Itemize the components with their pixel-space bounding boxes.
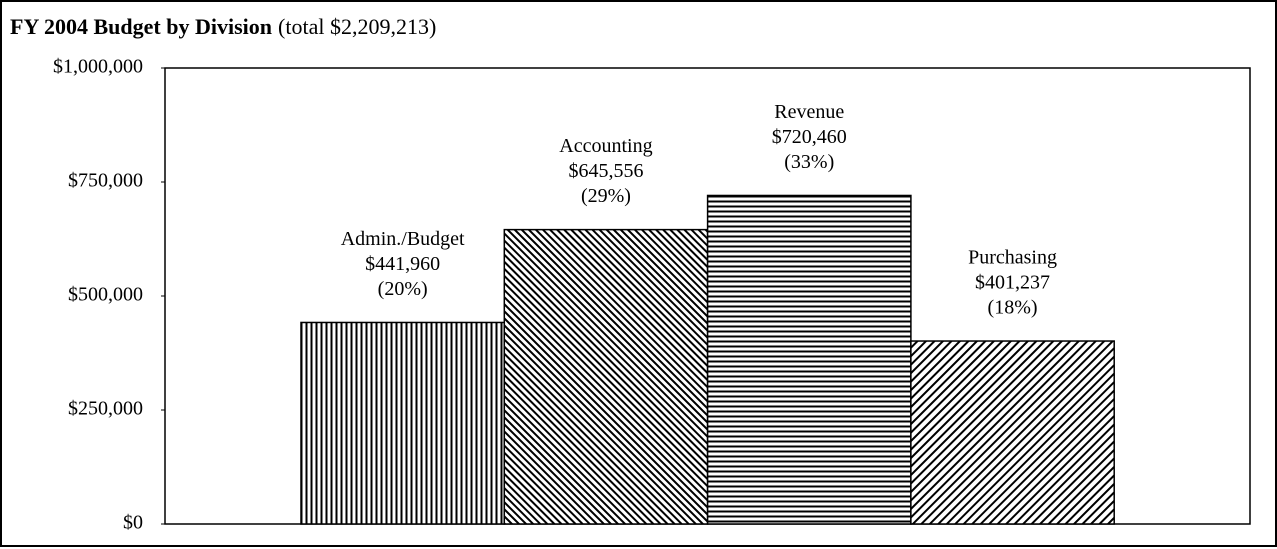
y-tick-label: $1,000,000 (53, 56, 143, 78)
y-tick-label: $750,000 (68, 170, 143, 192)
category-label: Admin./Budget (341, 228, 465, 250)
bar (503, 228, 709, 525)
category-label: Accounting (559, 135, 652, 157)
bar (300, 321, 506, 525)
percent-label: (18%) (988, 297, 1038, 319)
percent-label: (29%) (581, 185, 631, 207)
y-tick-label: $0 (123, 512, 143, 534)
bar (910, 340, 1115, 525)
value-label: $401,237 (975, 272, 1050, 294)
value-label: $645,556 (568, 160, 643, 182)
bar (706, 194, 912, 525)
category-label: Purchasing (968, 247, 1057, 269)
y-tick-label: $500,000 (68, 284, 143, 306)
chart-title: FY 2004 Budget by Division (total $2,209,… (10, 14, 436, 39)
percent-label: (33%) (784, 151, 834, 173)
value-label: $720,460 (772, 126, 847, 148)
category-label: Revenue (774, 101, 844, 123)
value-label: $441,960 (365, 253, 440, 275)
percent-label: (20%) (378, 278, 428, 300)
y-tick-label: $250,000 (68, 398, 143, 420)
